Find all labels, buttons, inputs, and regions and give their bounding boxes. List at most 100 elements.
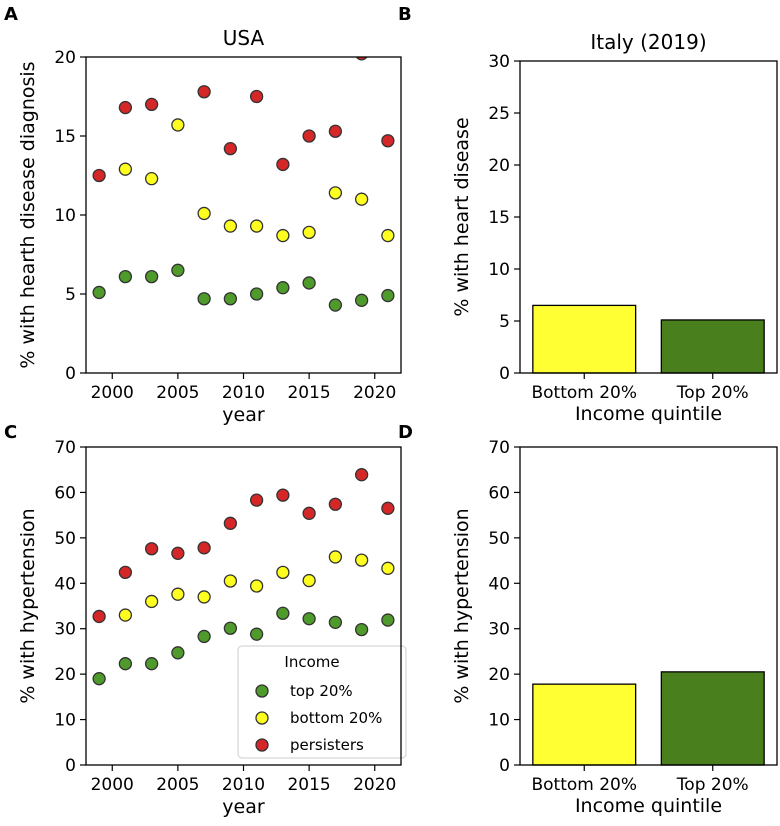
point-top-20-2005 (171, 263, 185, 277)
point-top-20-2019 (354, 622, 369, 637)
y-tick-label-20: 20 (488, 665, 510, 685)
point-bottom-20-2003 (144, 594, 159, 609)
point-top-20-2017 (328, 298, 343, 312)
bar-top-20 (660, 319, 765, 374)
panel-letter-c: C (4, 422, 17, 443)
chart-title: Italy (2019) (590, 30, 706, 54)
x-tick-label-2000: 2000 (91, 383, 134, 403)
point-bottom-20-2001 (118, 162, 133, 176)
point-bottom-20-2003 (144, 172, 159, 186)
y-tick-label-15: 15 (54, 127, 76, 147)
point-top-20-2009 (223, 621, 238, 635)
panel-letter-b: B (398, 4, 412, 25)
point-top-20-2013 (276, 606, 290, 620)
point-persisters-2011 (249, 493, 264, 507)
x-axis-label: year (222, 404, 265, 426)
panel-c-usa-hypertension: 0 10 20 30 40 50 60 70 % with hypertension 2000 20… (17, 438, 407, 818)
y-tick-label-0: 0 (65, 756, 76, 776)
data-points (92, 468, 395, 686)
point-top-20-2003 (144, 657, 159, 671)
legend: Income top 20% bottom 20% persisters (237, 645, 407, 759)
bar-bottom-20 (532, 304, 637, 374)
legend-marker-top-20 (255, 684, 269, 698)
point-persisters-2015 (302, 129, 316, 143)
x-tick-label-top-20: Top 20% (676, 775, 749, 795)
point-bottom-20-2011 (249, 219, 264, 233)
y-tick-label-10: 10 (54, 711, 76, 731)
point-bottom-20-2021 (381, 561, 395, 575)
point-top-20-1999 (92, 672, 106, 686)
point-bottom-20-2005 (171, 587, 185, 601)
y-tick-label-10: 10 (488, 260, 510, 280)
y-tick-label-60: 60 (54, 483, 76, 503)
y-tick-label-15: 15 (488, 208, 510, 228)
x-tick-label-2010: 2010 (222, 775, 265, 795)
point-persisters-2013 (276, 157, 290, 172)
point-persisters-2021 (381, 134, 395, 148)
point-persisters-2019 (354, 468, 369, 482)
y-tick-label-10: 10 (54, 206, 76, 226)
point-bottom-20-2007 (197, 206, 211, 221)
y-tick-label-70: 70 (54, 438, 76, 458)
point-top-20-2015 (302, 612, 316, 626)
point-bottom-20-2021 (381, 228, 395, 243)
y-axis-label: % with hearth disease diagnosis (17, 61, 39, 368)
legend-label-persisters: persisters (290, 736, 364, 754)
y-tick-label-30: 30 (54, 620, 76, 640)
point-top-20-2019 (354, 293, 369, 307)
x-tick-label-2020: 2020 (353, 775, 396, 795)
x-axis-label: year (222, 796, 265, 818)
y-tick-label-5: 5 (499, 312, 510, 332)
point-bottom-20-2005 (171, 118, 185, 132)
y-axis-label: % with heart disease (451, 117, 473, 316)
y-tick-label-50: 50 (488, 529, 510, 549)
y-tick-label-0: 0 (65, 364, 76, 384)
point-top-20-2011 (249, 627, 264, 641)
point-bottom-20-2015 (302, 225, 316, 240)
x-tick-label-bottom-20: Bottom 20% (531, 383, 637, 403)
y-tick-label-25: 25 (488, 104, 510, 124)
x-tick-label-2015: 2015 (287, 383, 330, 403)
point-persisters-1999 (92, 609, 106, 624)
legend-marker-bottom-20 (255, 711, 269, 725)
panel-b-italy-heart-disease: Italy (2019) 0 5 10 15 20 25 30 % with heart dis… (451, 30, 778, 425)
y-tick-label-40: 40 (54, 574, 76, 594)
y-axis-label: % with hypertension (451, 508, 473, 703)
y-tick-label-0: 0 (499, 756, 510, 776)
y-tick-label-70: 70 (488, 438, 510, 458)
y-tick-label-40: 40 (488, 574, 510, 594)
point-top-20-2007 (197, 292, 211, 306)
point-persisters-2001 (118, 565, 133, 580)
legend-box (237, 645, 407, 759)
point-persisters-2017 (328, 497, 343, 511)
x-tick-label-top-20: Top 20% (676, 383, 749, 403)
point-bottom-20-2015 (302, 573, 316, 588)
bar-top-20 (660, 671, 765, 766)
x-tick-label-2005: 2005 (156, 383, 199, 403)
point-persisters-2007 (197, 541, 211, 555)
point-top-20-2007 (197, 629, 211, 644)
y-tick-label-30: 30 (488, 52, 510, 72)
point-persisters-2013 (276, 488, 290, 502)
x-tick-label-2010: 2010 (222, 383, 265, 403)
point-top-20-1999 (92, 285, 106, 300)
point-persisters-2021 (381, 501, 395, 515)
point-persisters-2009 (223, 141, 238, 156)
x-axis-label: Income quintile (575, 795, 722, 817)
point-bottom-20-2009 (223, 219, 238, 233)
y-tick-label-60: 60 (488, 483, 510, 503)
y-tick-label-30: 30 (488, 620, 510, 640)
point-bottom-20-2019 (354, 192, 369, 206)
point-bottom-20-2017 (328, 186, 343, 200)
x-tick-label-2000: 2000 (91, 775, 134, 795)
point-persisters-2007 (197, 85, 211, 99)
axes-frame (519, 446, 778, 766)
point-bottom-20-2007 (197, 590, 211, 604)
point-top-20-2013 (276, 281, 290, 295)
data-points (92, 57, 395, 312)
panel-d-italy-hypertension: 0 10 20 30 40 50 60 70 % with hypertension Bottom… (451, 438, 778, 817)
y-tick-label-20: 20 (54, 665, 76, 685)
axes-frame (519, 60, 778, 374)
chart-title: USA (223, 26, 265, 50)
point-persisters-1999 (92, 168, 106, 183)
